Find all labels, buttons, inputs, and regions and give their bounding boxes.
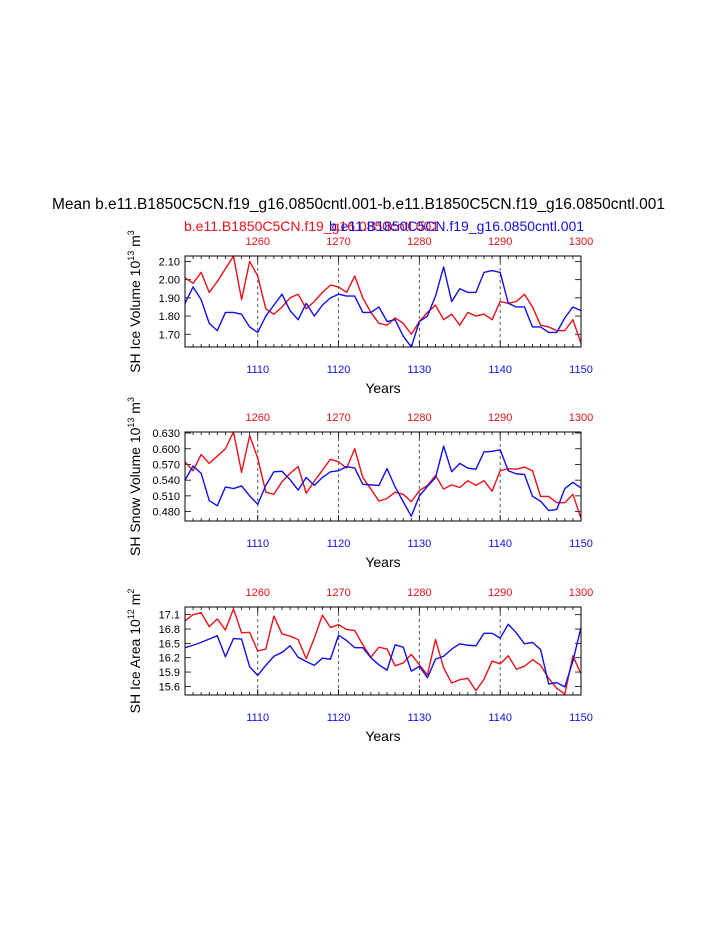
x-tick-label-top: 1260: [245, 587, 269, 599]
chart-panel-3: 15.6 15.9 16.2 16.5 16.8 17.1 1110 1120 1130 1140…: [126, 587, 593, 744]
x-tick-label-bottom: 1150: [569, 364, 593, 376]
x-tick-label-top: 1290: [488, 412, 512, 424]
series-line-red: [184, 255, 582, 344]
x-tick-label-bottom: 1130: [408, 364, 432, 376]
y-tick-label: 0.630: [152, 428, 180, 440]
chart-panels: 1.70 1.80 1.90 2.00 2.10 1110 1120 1130 1140 1150…: [126, 230, 593, 744]
y-tick-label: 16.2: [159, 653, 180, 665]
x-tick-label-bottom: 1150: [569, 712, 593, 724]
x-tick-label-top: 1260: [245, 236, 269, 248]
x-tick-label-bottom: 1140: [488, 538, 512, 550]
x-tick-label-top: 1270: [326, 412, 350, 424]
y-tick-label: 1.90: [159, 293, 180, 305]
x-tick-label-bottom: 1120: [327, 538, 351, 550]
chart-panel-2: 0.480 0.510 0.540 0.570 0.600 0.630 1110 1120 11…: [126, 397, 593, 570]
x-tick-label-bottom: 1120: [327, 712, 351, 724]
chart-panel-1: 1.70 1.80 1.90 2.00 2.10 1110 1120 1130 1140 1150…: [126, 230, 593, 396]
x-tick-label-bottom: 1140: [488, 712, 512, 724]
x-tick-label-bottom: 1120: [327, 364, 351, 376]
y-tick-label: 0.600: [152, 444, 180, 456]
x-tick-label-top: 1290: [488, 236, 512, 248]
plot-frame: [184, 431, 582, 522]
y-tick-label: 2.10: [159, 256, 180, 268]
x-tick-label-top: 1280: [407, 587, 431, 599]
x-tick-label-bottom: 1140: [488, 364, 512, 376]
x-tick-label-top: 1270: [326, 587, 350, 599]
y-tick-label: 15.9: [159, 667, 180, 679]
y-tick-label: 1.70: [159, 329, 180, 341]
y-tick-label: 16.8: [159, 624, 180, 636]
main-title: Mean b.e11.B1850C5CN.f19_g16.0850cntl.00…: [52, 196, 665, 213]
y-axis-label: SH Snow Volume 1013 m3: [126, 397, 143, 556]
x-tick-label-bottom: 1110: [246, 364, 269, 376]
plot-frame: [184, 255, 582, 348]
x-tick-label-top: 1300: [569, 587, 593, 599]
y-tick-label: 2.00: [159, 275, 180, 287]
y-tick-label: 1.80: [159, 311, 180, 323]
x-tick-label-bottom: 1110: [246, 712, 269, 724]
x-axis-label: Years: [365, 554, 400, 570]
x-tick-label-bottom: 1130: [408, 538, 432, 550]
x-axis-label: Years: [365, 728, 400, 744]
plot-frame: [184, 606, 582, 696]
y-axis-label: SH Ice Volume 1013 m3: [126, 230, 143, 373]
series-line-blue: [184, 623, 582, 688]
series-line-red: [184, 608, 582, 695]
x-tick-label-bottom: 1110: [246, 538, 269, 550]
x-tick-label-bottom: 1130: [408, 712, 432, 724]
y-tick-label: 15.6: [159, 681, 180, 693]
subtitle-red: b.e11.B1850C5CN.f19_g16.0850cntl.001: [184, 218, 439, 234]
x-tick-label-top: 1270: [326, 236, 350, 248]
x-tick-label-top: 1260: [245, 412, 269, 424]
x-tick-label-top: 1290: [488, 587, 512, 599]
series-line-blue: [184, 266, 582, 348]
y-tick-label: 17.1: [159, 610, 180, 622]
x-tick-label-top: 1280: [407, 236, 431, 248]
y-tick-label: 0.570: [152, 459, 180, 471]
series-line-red: [184, 431, 582, 519]
x-tick-label-top: 1300: [569, 412, 593, 424]
subtitle-blue: b.e11.B1850C5CN.f19_g16.0850cntl.001: [329, 218, 584, 234]
y-tick-label: 0.540: [152, 475, 180, 487]
y-tick-label: 0.480: [152, 507, 180, 519]
y-tick-label: 0.510: [152, 491, 180, 503]
x-tick-label-bottom: 1150: [569, 538, 593, 550]
y-axis-label: SH Ice Area 1012 m2: [126, 589, 143, 714]
y-tick-label: 16.5: [159, 638, 180, 650]
x-axis-label: Years: [365, 380, 400, 396]
x-tick-label-top: 1300: [569, 236, 593, 248]
x-tick-label-top: 1280: [407, 412, 431, 424]
series-line-blue: [184, 445, 582, 517]
